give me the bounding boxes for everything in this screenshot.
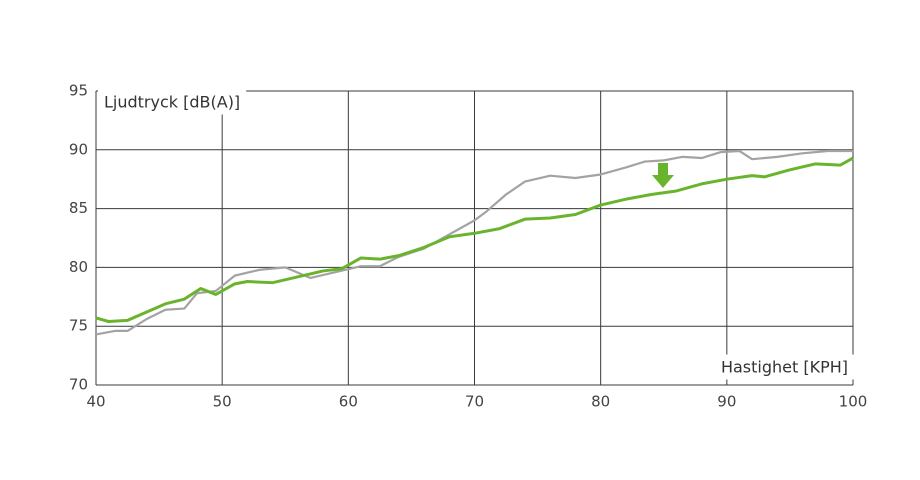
y-tick-label: 70	[69, 376, 88, 394]
x-tick-label: 100	[839, 393, 868, 411]
x-tick-label: 40	[86, 393, 105, 411]
x-tick-label: 50	[213, 393, 232, 411]
y-tick-label: 95	[69, 82, 88, 100]
label-background	[714, 354, 854, 380]
y-tick-label: 90	[69, 140, 88, 158]
series-line	[95, 156, 854, 323]
x-axis-label: Hastighet [KPH]	[721, 358, 848, 377]
x-tick-label: 60	[339, 393, 358, 411]
y-tick-label: 75	[69, 317, 88, 335]
series-line	[95, 149, 853, 336]
y-axis-label: Ljudtryck [dB(A)]	[104, 93, 240, 112]
y-tick-label: 80	[69, 258, 88, 276]
grid	[95, 90, 854, 386]
lines	[95, 149, 854, 336]
x-tick-label: 90	[717, 393, 736, 411]
y-tick-label: 85	[69, 199, 88, 217]
x-tick-label: 70	[465, 393, 484, 411]
arrow-icon	[652, 163, 674, 188]
x-tick-label: 80	[591, 393, 610, 411]
label-background	[98, 89, 247, 115]
